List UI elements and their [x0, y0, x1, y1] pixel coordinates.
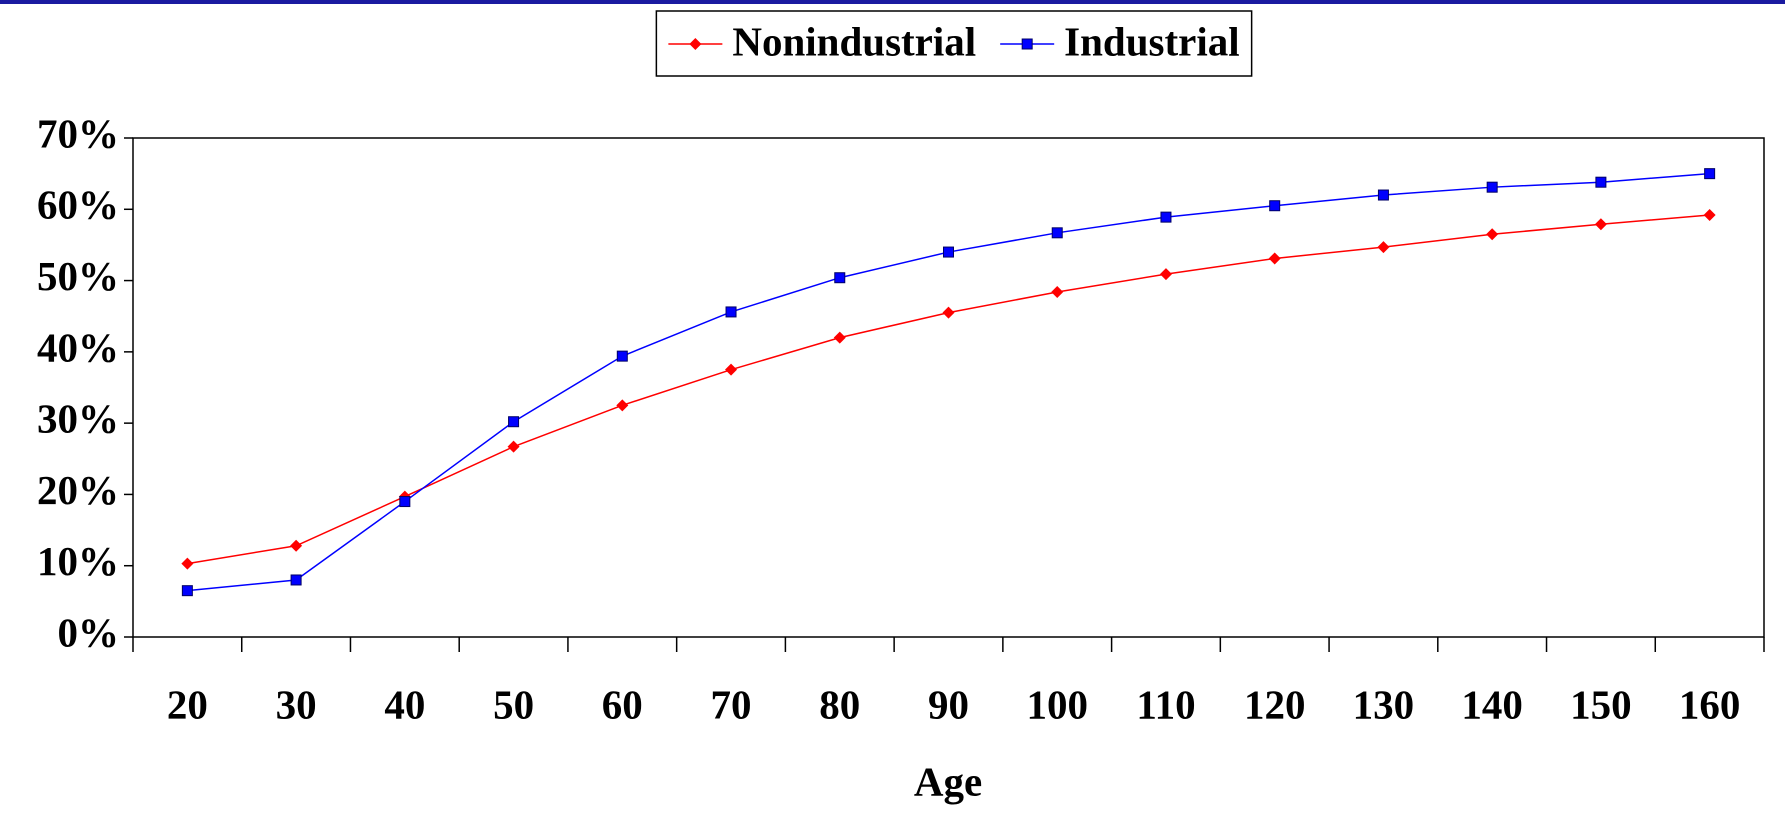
y-tick-label: 0% — [58, 609, 120, 655]
marker — [834, 272, 846, 284]
marker — [1486, 181, 1498, 193]
y-tick-label: 60% — [37, 182, 119, 228]
x-tick-label: 40 — [384, 681, 425, 727]
x-tick-label: 50 — [493, 681, 534, 727]
marker — [1594, 218, 1607, 231]
x-tick-label: 70 — [711, 681, 752, 727]
marker — [942, 306, 955, 319]
plot-frame — [132, 137, 1765, 638]
marker — [181, 557, 194, 570]
marker — [1268, 252, 1281, 265]
top-bar — [0, 0, 1785, 4]
marker — [1051, 285, 1064, 298]
y-tick-label: 50% — [37, 253, 119, 299]
x-tick-label: 110 — [1136, 681, 1195, 727]
marker — [507, 440, 520, 453]
x-tick-label: 20 — [167, 681, 208, 727]
marker — [833, 331, 846, 344]
y-tick-label: 10% — [37, 538, 119, 584]
marker — [1704, 168, 1716, 180]
legend: Nonindustrial Industrial — [655, 10, 1253, 77]
legend-box — [655, 10, 1253, 77]
legend-label: Industrial — [1064, 18, 1239, 64]
marker — [1021, 38, 1033, 50]
x-tick-label: 30 — [276, 681, 317, 727]
x-tick-label: 150 — [1570, 681, 1632, 727]
x-tick-label: 130 — [1353, 681, 1415, 727]
marker — [1160, 211, 1172, 223]
x-axis-label: Age — [914, 758, 982, 804]
marker — [1486, 228, 1499, 241]
marker — [616, 399, 629, 412]
y-tick-label: 70% — [37, 110, 119, 156]
marker — [1377, 189, 1389, 201]
marker — [1159, 268, 1172, 281]
x-tick-label: 80 — [819, 681, 860, 727]
marker — [508, 416, 520, 428]
x-tick-label: 90 — [928, 681, 969, 727]
marker — [689, 38, 702, 50]
marker — [1051, 227, 1063, 239]
marker — [181, 585, 193, 597]
marker — [943, 246, 954, 258]
legend-label: Nonindustrial — [732, 18, 976, 64]
y-tick-label: 20% — [37, 467, 119, 513]
x-tick-label: 160 — [1679, 681, 1741, 727]
marker — [1595, 176, 1607, 188]
series-line — [187, 214, 1710, 565]
y-tick-label: 40% — [37, 324, 119, 370]
marker — [616, 350, 628, 362]
marker — [1703, 208, 1716, 221]
marker — [725, 363, 738, 376]
x-tick-label: 140 — [1461, 681, 1523, 727]
marker — [290, 539, 303, 552]
marker — [725, 306, 737, 318]
marker — [399, 496, 411, 508]
marker — [290, 574, 302, 586]
y-tick-label: 30% — [37, 396, 119, 442]
marker — [1269, 200, 1281, 212]
x-tick-label: 60 — [602, 681, 643, 727]
x-tick-label: 100 — [1026, 681, 1088, 727]
x-tick-label: 120 — [1244, 681, 1306, 727]
marker — [1377, 241, 1390, 254]
